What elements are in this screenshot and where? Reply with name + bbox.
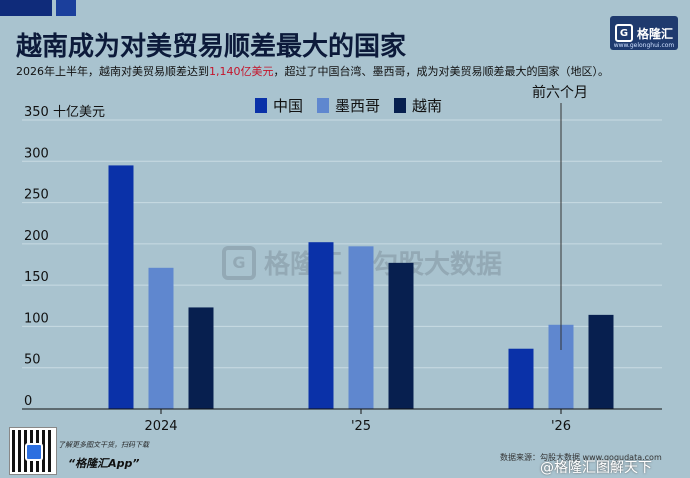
bar-china [308,242,334,409]
legend-item-mexico: 墨西哥 [317,95,380,116]
legend-swatch-china [255,98,267,113]
logo-url: www.gelonghui.com [613,42,675,49]
y-tick-label: 100 [24,311,49,326]
chart-title: 越南成为对美贸易顺差最大的国家 [16,32,407,62]
legend-swatch-mexico [317,98,330,113]
x-tick-label: '25 [351,419,371,434]
y-tick-label: 150 [24,270,49,285]
subtitle-highlight-value: 1,140亿美元 [209,65,274,78]
x-tick-label: '26 [551,419,571,434]
top-accent-bar-secondary [56,0,76,16]
footer-note: 了解更多图文干货，扫码下载 [58,441,149,449]
data-source: 数据来源：勾股大数据 www.gogudata.com [500,453,662,462]
weibo-handle: @格隆汇图解天下 [540,460,652,476]
logo-g-icon: G [614,24,633,42]
legend-label-mexico: 墨西哥 [335,97,381,115]
y-tick-label: 0 [24,394,32,409]
top-accent-bar [0,0,52,16]
legend-label-vietnam: 越南 [412,97,443,115]
watermark-g-icon: G [222,245,256,280]
bar-china [508,348,534,409]
annotation-first-six-months: 前六个月 [532,85,588,101]
logo-text: 格隆汇 [636,26,673,41]
y-tick-label: 250 [24,188,49,203]
brand-logo: G 格隆汇 www.gelonghui.com [610,16,678,50]
y-tick-label: 50 [24,353,41,368]
bar-mexico [348,246,374,409]
bar-mexico [148,267,174,409]
bar-vietnam [588,314,614,409]
subtitle-text-after: ，超过了中国台湾、墨西哥，成为对美贸易顺差最大的国家（地区）。 [273,65,610,78]
legend-item-china: 中国 [255,95,303,116]
legend-swatch-vietnam [394,98,407,113]
subtitle-text-before: 2026年上半年，越南对美贸易顺差达到 [16,65,209,78]
qr-code [10,428,56,474]
legend-label-china: 中国 [273,97,304,115]
x-tick-label: 2024 [144,419,177,434]
y-tick-label: 350 十亿美元 [24,105,105,120]
legend-item-vietnam: 越南 [394,95,442,116]
chart-subtitle: 2026年上半年，越南对美贸易顺差达到1,140亿美元，超过了中国台湾、墨西哥，… [16,63,656,79]
bar-vietnam [188,307,214,409]
chart-legend: 中国 墨西哥 越南 [255,95,442,116]
qr-center-logo-icon [25,443,43,461]
y-tick-label: 200 [24,229,49,244]
y-tick-label: 300 [24,146,49,161]
bar-china [108,165,134,409]
bar-vietnam [388,262,414,409]
footer-app-name: “格隆汇App” [68,457,140,470]
